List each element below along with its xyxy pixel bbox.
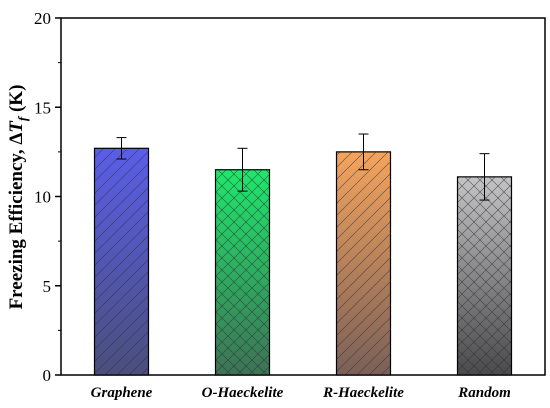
y-tick-label: 20 — [34, 9, 51, 28]
y-axis-title-unit: (K) — [6, 85, 27, 117]
bar-hatch-r-haeckelite — [335, 151, 392, 376]
bar-hatch-graphene — [93, 147, 150, 376]
bar-hatch-o-haeckelite — [214, 169, 271, 376]
plot-area: 0 5 10 15 20 Graphene O-Haeckelite R-Haeckelite… — [34, 9, 546, 401]
x-tick-label: O-Haeckelite — [202, 385, 284, 401]
y-tick-label: 15 — [34, 98, 51, 117]
x-tick-label: R-Haeckelite — [322, 385, 404, 401]
y-axis-title: Freezing Efficiency, ΔTf (K) — [6, 85, 30, 310]
y-tick-label: 0 — [43, 366, 52, 385]
y-tick-label: 10 — [34, 188, 51, 207]
y-axis-title-sub: f — [15, 115, 30, 121]
bar-hatch-random — [456, 176, 513, 376]
y-tick-label: 5 — [43, 277, 52, 296]
y-axis-title-italic: T — [6, 120, 27, 133]
x-tick-label: Graphene — [91, 385, 153, 401]
y-axis-title-main: Freezing Efficiency, Δ — [6, 133, 27, 310]
x-tick-label: Random — [457, 385, 511, 401]
